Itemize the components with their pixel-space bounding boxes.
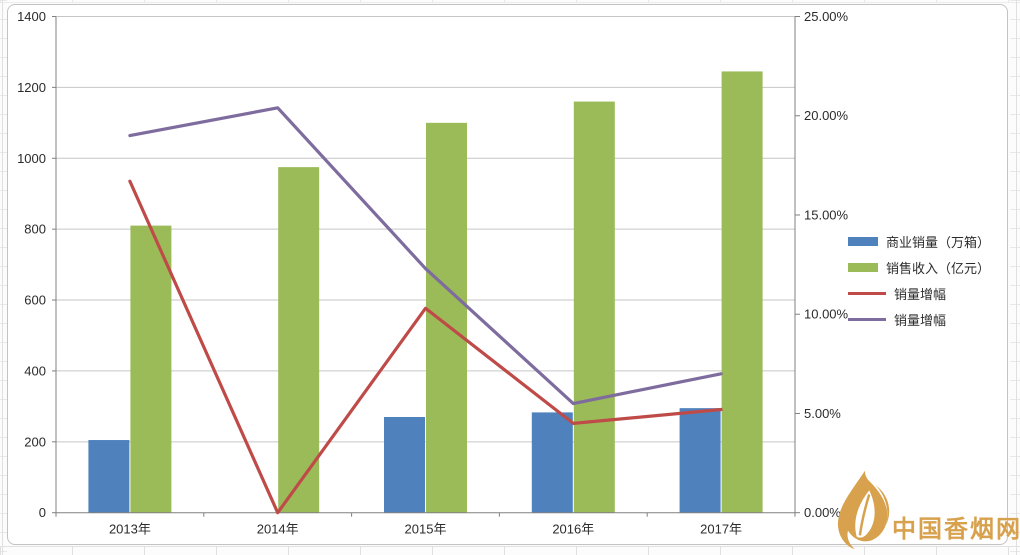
line-growth-1: [128, 179, 723, 515]
legend-item: 销量增幅: [848, 306, 990, 332]
bar-volume: [531, 412, 573, 513]
left-tick-label: 600: [24, 293, 46, 308]
x-tick-label: 2017年: [700, 522, 742, 537]
legend-item: 销售收入（亿元）: [848, 254, 990, 280]
legend-item-label: 销售收入（亿元）: [886, 260, 991, 276]
sheet-left-edge: [0, 0, 7, 555]
left-tick-label: 400: [24, 363, 46, 378]
right-tick-label: 20.00%: [804, 108, 849, 123]
bar-volume: [384, 417, 425, 513]
right-tick-label: 10.00%: [804, 307, 849, 322]
legend-swatch: [848, 317, 886, 321]
left-tick-label: 1000: [17, 151, 46, 166]
legend-swatch: [848, 291, 886, 295]
left-tick-label: 200: [24, 434, 46, 449]
x-tick-label: 2013年: [109, 522, 151, 537]
bar-revenue: [573, 101, 615, 513]
bar-volume: [88, 440, 130, 513]
legend-swatch: [848, 236, 878, 246]
legend-item: 商业销量（万箱）: [848, 228, 990, 254]
bar-revenue: [130, 225, 172, 513]
right-tick-label: 25.00%: [804, 9, 849, 24]
legend-item-label: 销量增幅: [894, 286, 947, 302]
bar-volume: [679, 408, 721, 513]
chart-svg: 0 200 400 600 800 1000 1200 1400 0.00% 5.00% 10.00…: [17, 9, 849, 537]
legend-swatch: [848, 262, 878, 272]
legend-item-label: 销量增幅: [894, 312, 947, 328]
bar-revenue: [721, 71, 763, 513]
x-tick-label: 2014年: [257, 522, 299, 537]
left-tick-label: 0: [39, 505, 46, 520]
right-tick-label: 15.00%: [804, 207, 849, 222]
sheet-top-edge: [0, 0, 1020, 3]
legend-item-label: 商业销量（万箱）: [886, 234, 991, 250]
bar-revenue: [426, 122, 467, 513]
chart-legend: 商业销量（万箱） 销售收入（亿元） 销量增幅 销量增幅: [848, 228, 990, 332]
right-tick-label: 5.00%: [804, 406, 841, 421]
left-tick-label: 1400: [17, 9, 46, 24]
x-tick-label: 2015年: [405, 522, 447, 537]
chart-panel: 0 200 400 600 800 1000 1200 1400 0.00% 5.00% 10.00…: [7, 4, 1008, 545]
right-tick-label: 0.00%: [804, 505, 841, 520]
line-growth-2: [128, 106, 723, 406]
bar-revenue: [278, 167, 320, 513]
x-tick-label: 2016年: [552, 522, 594, 537]
left-tick-label: 1200: [17, 80, 46, 95]
legend-item: 销量增幅: [848, 280, 990, 306]
left-tick-label: 800: [24, 222, 46, 237]
sheet-bottom-edge: [0, 546, 1020, 555]
sheet-right-edge: [1010, 0, 1020, 555]
